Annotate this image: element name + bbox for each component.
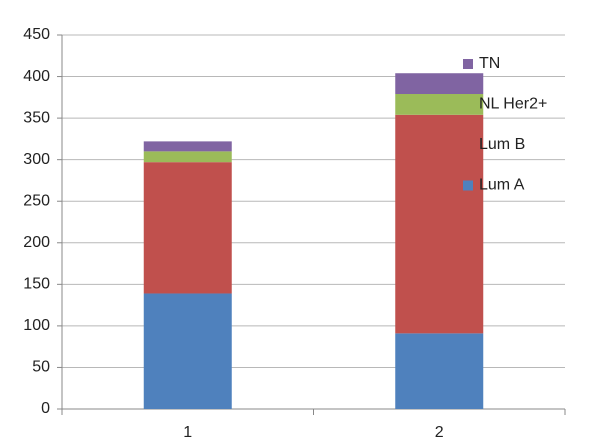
bar-segment [143, 293, 232, 409]
legend-swatch [463, 180, 473, 191]
bar-segment [143, 151, 232, 163]
y-tick-label: 250 [23, 192, 50, 209]
y-tick-label: 200 [23, 234, 50, 251]
legend-swatch [463, 140, 473, 150]
y-tick-label: 50 [32, 359, 50, 376]
bar-segment [395, 94, 484, 115]
y-tick-label: 450 [23, 26, 50, 43]
legend-swatch [463, 59, 473, 69]
legend-swatch [463, 99, 473, 110]
bar-segment [395, 73, 484, 95]
legend-label: Lum B [479, 136, 525, 153]
legend-label: TN [479, 55, 500, 72]
y-tick-label: 350 [23, 109, 50, 126]
y-tick-label: 150 [23, 276, 50, 293]
bar-segment [143, 141, 232, 152]
x-tick-label: 1 [183, 424, 192, 441]
bar-segment [143, 162, 232, 294]
y-tick-label: 0 [41, 400, 50, 417]
y-tick-label: 100 [23, 317, 50, 334]
bar-segment [395, 333, 484, 409]
legend-label: Lum A [479, 177, 525, 194]
y-tick-label: 400 [23, 68, 50, 85]
x-tick-label: 2 [435, 424, 444, 441]
bar-segment [395, 114, 484, 334]
y-tick-label: 300 [23, 151, 50, 168]
legend-label: NL Her2+ [479, 96, 547, 113]
